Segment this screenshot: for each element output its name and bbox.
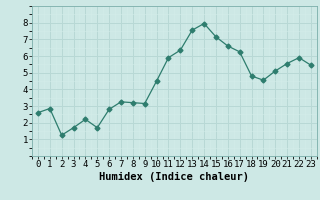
X-axis label: Humidex (Indice chaleur): Humidex (Indice chaleur) (100, 172, 249, 182)
